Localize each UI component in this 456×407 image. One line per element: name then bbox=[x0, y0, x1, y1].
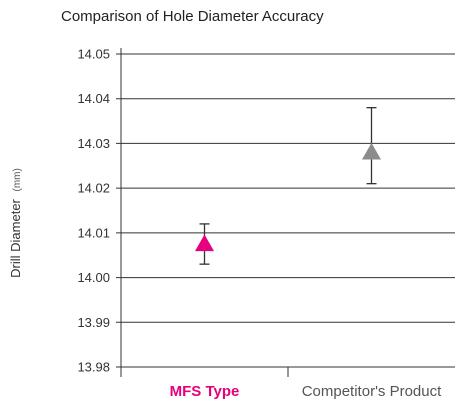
x-category-label: Competitor's Product bbox=[302, 383, 442, 400]
y-axis-label-unit: (mm) bbox=[12, 168, 23, 191]
error-bars bbox=[199, 107, 377, 265]
y-axis-label: Drill Diameter (mm) bbox=[8, 168, 23, 278]
axes bbox=[120, 48, 289, 377]
y-tick-label: 14.03 bbox=[77, 136, 110, 151]
data-markers bbox=[195, 142, 381, 252]
y-tick-label: 14.00 bbox=[77, 270, 110, 285]
data-point-triangle bbox=[195, 234, 214, 252]
data-point-triangle bbox=[362, 142, 381, 160]
x-category-labels: MFS Type Competitor's Product bbox=[170, 383, 442, 400]
y-tick-labels: 14.05 14.04 14.03 14.02 14.01 14.00 13.99 13.98 bbox=[77, 47, 110, 375]
y-axis-label-text: Drill Diameter bbox=[8, 198, 23, 277]
y-tick-label: 14.04 bbox=[77, 91, 110, 106]
grid-lines bbox=[116, 53, 455, 368]
chart-title: Comparison of Hole Diameter Accuracy bbox=[61, 8, 324, 25]
x-category-label: MFS Type bbox=[170, 383, 240, 400]
y-tick-label: 14.02 bbox=[77, 181, 110, 196]
y-tick-label: 14.05 bbox=[77, 47, 110, 62]
y-tick-label: 14.01 bbox=[77, 225, 110, 240]
y-tick-label: 13.99 bbox=[77, 315, 110, 330]
y-tick-label: 13.98 bbox=[77, 360, 110, 375]
